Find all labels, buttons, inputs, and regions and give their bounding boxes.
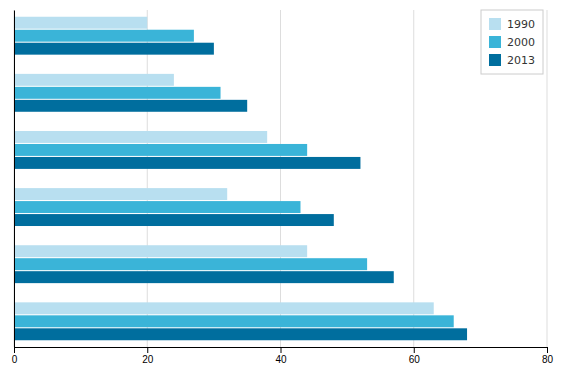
tick: 0 xyxy=(12,347,18,365)
bar xyxy=(14,30,194,42)
tick: 20 xyxy=(142,347,154,365)
grid-line xyxy=(147,10,148,347)
tick-mark xyxy=(147,347,148,353)
tick-mark xyxy=(414,347,415,353)
legend-label: 2013 xyxy=(507,54,535,67)
bar xyxy=(14,157,360,169)
grid-line xyxy=(413,10,414,347)
grid-line xyxy=(547,10,548,347)
legend-item: 2013 xyxy=(489,54,535,67)
tick: 40 xyxy=(275,347,287,365)
legend-item: 2000 xyxy=(489,36,535,49)
bar xyxy=(14,315,454,327)
bar xyxy=(14,144,307,156)
bar xyxy=(14,258,367,270)
x-axis: 0 20 40 60 80 xyxy=(12,347,554,365)
tick-mark xyxy=(547,347,548,353)
bar xyxy=(14,131,267,143)
axis-line xyxy=(14,11,15,348)
bar xyxy=(14,328,467,340)
tick-mark xyxy=(281,347,282,353)
tick-label: 40 xyxy=(275,354,287,365)
grid-line xyxy=(14,10,15,347)
legend-swatch xyxy=(489,36,501,48)
tick-mark xyxy=(14,347,15,353)
bar xyxy=(14,87,221,99)
tick-label: 20 xyxy=(142,354,154,365)
bar xyxy=(14,302,434,314)
bar xyxy=(14,100,247,112)
grid xyxy=(14,10,547,347)
axis-line xyxy=(15,348,548,354)
y-axis xyxy=(14,11,16,348)
legend-label: 2000 xyxy=(507,36,535,49)
legend: 1990 2000 2013 xyxy=(481,10,543,74)
bars xyxy=(14,17,467,340)
legend-item: 1990 xyxy=(489,18,535,31)
tick: 60 xyxy=(409,347,421,365)
bar xyxy=(14,201,300,213)
legend-frame xyxy=(481,10,543,74)
tick-label: 0 xyxy=(12,354,18,365)
grid-line xyxy=(280,10,281,347)
tick: 80 xyxy=(542,347,554,365)
series xyxy=(14,17,434,315)
bar xyxy=(14,271,394,283)
tick-label: 80 xyxy=(542,354,554,365)
tick-label: 60 xyxy=(409,354,421,365)
bar xyxy=(14,245,307,257)
legend-swatch xyxy=(489,54,501,66)
legend-swatch xyxy=(489,18,501,30)
bar xyxy=(14,17,147,29)
chart: 0 20 40 60 80 1990 2000 2013 xyxy=(0,0,561,373)
series xyxy=(14,43,467,341)
bar xyxy=(14,43,214,55)
legend-label: 1990 xyxy=(507,18,535,31)
bar xyxy=(14,188,227,200)
bar xyxy=(14,74,174,86)
series xyxy=(14,30,454,328)
bar xyxy=(14,214,334,226)
